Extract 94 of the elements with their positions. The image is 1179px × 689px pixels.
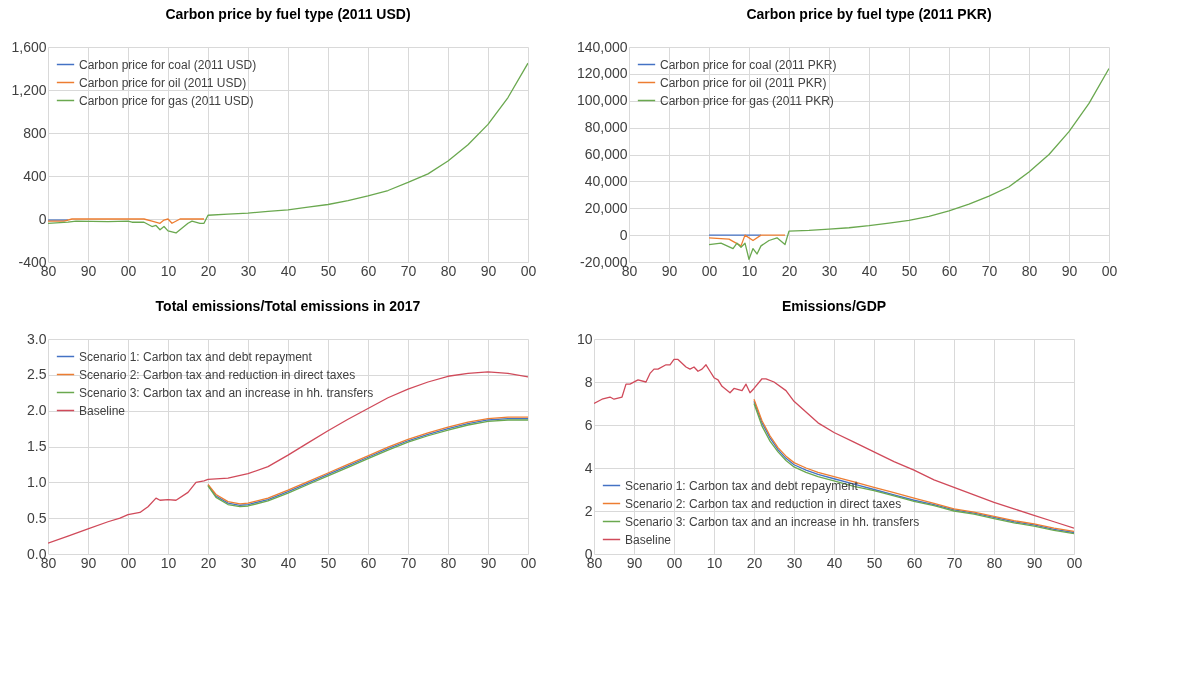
x-tick-label: 00 bbox=[520, 554, 537, 571]
x-tick-label: 00 bbox=[1066, 554, 1083, 571]
y-tick-label: 140,000 bbox=[576, 38, 628, 55]
legend-label: Scenario 3: Carbon tax and an increase in hh. transfers bbox=[79, 385, 374, 400]
legend-label: Scenario 2: Carbon tax and reduction in direct taxes bbox=[625, 496, 902, 511]
x-tick-label: 40 bbox=[280, 554, 297, 571]
x-tick-label: 20 bbox=[781, 262, 798, 279]
x-tick-label: 00 bbox=[520, 262, 537, 279]
y-tick-label: 100,000 bbox=[576, 92, 628, 109]
y-tick-label: 0 bbox=[619, 226, 628, 243]
y-tick-label: 1,200 bbox=[11, 81, 47, 98]
chart-title: Total emissions/Total emissions in 2017 bbox=[155, 298, 421, 314]
x-tick-label: 70 bbox=[946, 554, 963, 571]
y-tick-label: 4 bbox=[584, 459, 593, 476]
x-tick-label: 40 bbox=[861, 262, 878, 279]
legend-label: Carbon price for oil (2011 USD) bbox=[79, 75, 247, 90]
x-tick-label: 90 bbox=[1061, 262, 1078, 279]
x-tick-label: 90 bbox=[480, 262, 497, 279]
y-tick-label: 0.5 bbox=[27, 509, 47, 526]
x-tick-label: 80 bbox=[1021, 262, 1038, 279]
y-tick-label: 3.0 bbox=[27, 330, 47, 347]
line-series bbox=[708, 234, 786, 247]
x-tick-label: 80 bbox=[440, 554, 457, 571]
x-tick-label: 10 bbox=[741, 262, 758, 279]
x-tick-label: 00 bbox=[666, 554, 683, 571]
x-tick-label: 30 bbox=[240, 554, 257, 571]
x-tick-label: 70 bbox=[981, 262, 998, 279]
line-series bbox=[48, 371, 528, 544]
x-tick-label: 60 bbox=[360, 554, 377, 571]
y-tick-label: 800 bbox=[23, 124, 47, 141]
x-tick-label: 50 bbox=[866, 554, 883, 571]
line-series bbox=[48, 62, 528, 234]
x-tick-label: 50 bbox=[320, 262, 337, 279]
y-tick-label: 2.5 bbox=[27, 366, 47, 383]
x-tick-label: 10 bbox=[160, 262, 177, 279]
chart-title: Emissions/GDP bbox=[781, 298, 887, 314]
x-tick-label: 40 bbox=[826, 554, 843, 571]
x-tick-label: 90 bbox=[480, 554, 497, 571]
y-tick-label: 2.0 bbox=[27, 402, 47, 419]
x-tick-label: 30 bbox=[821, 262, 838, 279]
y-tick-label: 0 bbox=[38, 210, 47, 227]
chart-title: Carbon price by fuel type (2011 USD) bbox=[165, 6, 411, 22]
line-series bbox=[594, 358, 1074, 529]
y-tick-label: 6 bbox=[584, 416, 593, 433]
x-tick-label: 10 bbox=[706, 554, 723, 571]
x-tick-label: 20 bbox=[200, 262, 217, 279]
x-tick-label: 00 bbox=[701, 262, 718, 279]
chart-title: Carbon price by fuel type (2011 PKR) bbox=[746, 6, 992, 22]
x-tick-label: 70 bbox=[400, 262, 417, 279]
y-tick-label: 1.0 bbox=[27, 473, 47, 490]
x-tick-label: 20 bbox=[746, 554, 763, 571]
y-tick-label: 2 bbox=[584, 502, 593, 519]
x-tick-label: 50 bbox=[320, 554, 337, 571]
x-tick-label: 60 bbox=[906, 554, 923, 571]
y-tick-label: 40,000 bbox=[584, 172, 628, 189]
legend-label: Carbon price for coal (2011 USD) bbox=[79, 57, 257, 72]
x-tick-label: 00 bbox=[120, 262, 137, 279]
x-tick-label: 90 bbox=[626, 554, 643, 571]
legend-label: Scenario 1: Carbon tax and debt repayment bbox=[79, 349, 313, 364]
y-tick-label: 400 bbox=[23, 167, 47, 184]
x-tick-label: 20 bbox=[200, 554, 217, 571]
x-tick-label: 90 bbox=[661, 262, 678, 279]
legend-label: Baseline bbox=[79, 403, 126, 418]
x-tick-label: 90 bbox=[80, 554, 97, 571]
legend-label: Scenario 1: Carbon tax and debt repayment bbox=[625, 478, 859, 493]
y-tick-label: 80,000 bbox=[584, 119, 628, 136]
y-tick-label: 8 bbox=[584, 373, 593, 390]
x-tick-label: 00 bbox=[1101, 262, 1118, 279]
legend-label: Carbon price for gas (2011 USD) bbox=[79, 93, 254, 108]
y-tick-label: 1,600 bbox=[11, 38, 47, 55]
legend-label: Scenario 3: Carbon tax and an increase in hh. transfers bbox=[625, 514, 920, 529]
x-tick-label: 00 bbox=[120, 554, 137, 571]
x-tick-label: 40 bbox=[280, 262, 297, 279]
x-tick-label: 80 bbox=[986, 554, 1003, 571]
legend-label: Carbon price for gas (2011 PKR) bbox=[660, 93, 834, 108]
x-tick-label: 90 bbox=[1026, 554, 1043, 571]
y-tick-label: 1.5 bbox=[27, 438, 47, 454]
x-tick-label: 30 bbox=[786, 554, 803, 571]
x-tick-label: 10 bbox=[160, 554, 177, 571]
y-tick-label: 10 bbox=[576, 330, 593, 347]
y-tick-label: 120,000 bbox=[576, 65, 628, 82]
legend-label: Baseline bbox=[625, 532, 672, 547]
x-tick-label: 60 bbox=[360, 262, 377, 279]
legend-label: Scenario 2: Carbon tax and reduction in direct taxes bbox=[79, 367, 356, 382]
y-tick-label: 60,000 bbox=[584, 146, 628, 162]
x-tick-label: 70 bbox=[400, 554, 417, 571]
x-tick-label: 60 bbox=[941, 262, 958, 279]
legend-label: Carbon price for coal (2011 PKR) bbox=[660, 57, 837, 72]
x-tick-label: 30 bbox=[240, 262, 257, 279]
x-tick-label: 50 bbox=[901, 262, 918, 279]
legend-label: Carbon price for oil (2011 PKR) bbox=[660, 75, 827, 90]
x-tick-label: 80 bbox=[440, 262, 457, 279]
x-tick-label: 90 bbox=[80, 262, 97, 279]
y-tick-label: 20,000 bbox=[584, 199, 628, 216]
